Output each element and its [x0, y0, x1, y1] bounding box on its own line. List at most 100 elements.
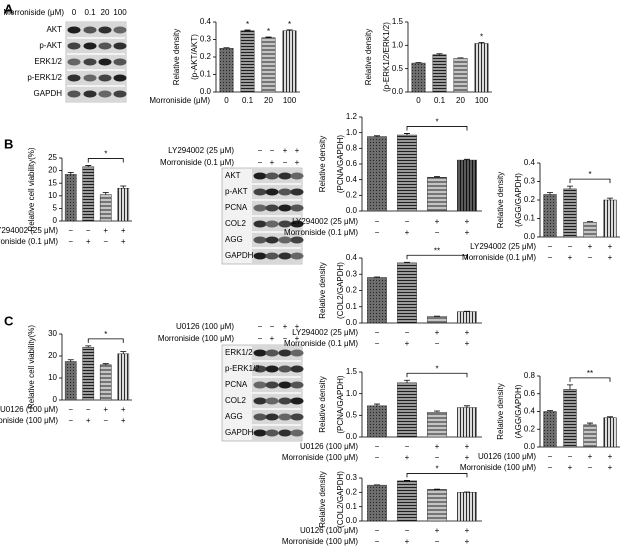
y-tick-label: 1.0	[392, 40, 404, 49]
condition-label: LY294002 (25 μM)	[292, 217, 358, 226]
blot-band	[67, 90, 81, 98]
bar	[543, 194, 557, 238]
blot-lane-label: −	[283, 158, 288, 167]
significance-bracket	[87, 158, 124, 163]
y-axis-label: (p-ERK1/2/ERK1/2)	[382, 22, 391, 92]
blot-lane-label: −	[258, 146, 263, 155]
blot-band	[98, 90, 112, 98]
significance-label: *	[267, 27, 270, 36]
error-bar	[374, 403, 380, 406]
y-tick-label: 0.4	[200, 17, 212, 26]
bar	[457, 159, 477, 212]
blot-band	[290, 204, 304, 212]
blot-lane-label: −	[258, 322, 263, 331]
y-tick-label: 0.6	[524, 389, 536, 398]
significance-label: *	[246, 20, 249, 29]
blot-band	[290, 349, 304, 357]
blot-band	[67, 58, 81, 66]
significance-label: *	[588, 170, 591, 179]
blot-treatment-label: U0126 (100 μM)	[176, 322, 234, 331]
blot-band	[278, 220, 292, 228]
condition-sign: −	[435, 453, 440, 462]
error-bar	[67, 171, 74, 175]
blot-band	[253, 252, 267, 260]
blot-band	[265, 349, 279, 357]
bar	[474, 43, 489, 93]
y-tick-label: 1.5	[346, 367, 358, 376]
error-bar	[374, 135, 380, 137]
panel-label: A	[4, 1, 14, 16]
condition-sign: +	[465, 339, 470, 348]
blot-band	[265, 413, 279, 421]
y-tick-label: 0.3	[524, 177, 536, 186]
condition-sign: +	[103, 226, 108, 235]
blot-band	[98, 74, 112, 82]
condition-sign: +	[405, 339, 410, 348]
condition-label: Morroniside (100 μM)	[0, 416, 58, 425]
significance-bracket	[87, 338, 124, 343]
condition-sign: +	[121, 237, 126, 246]
significance-label: *	[435, 118, 438, 127]
y-axis-label: (PCNA/GAPDH)	[336, 375, 345, 434]
bar	[219, 48, 234, 93]
blot-band	[278, 236, 292, 244]
bar	[603, 417, 617, 448]
error-bar	[67, 359, 74, 362]
y-axis-label: Relative density	[364, 29, 373, 85]
blot-band	[113, 42, 127, 50]
blot-treatment-label: Morroniside (0.1 μM)	[160, 158, 234, 167]
x-tick-label: 20	[456, 96, 465, 105]
blot-band	[253, 365, 267, 373]
error-bar	[478, 42, 485, 44]
significance-label: **	[434, 246, 440, 255]
condition-sign: +	[588, 242, 593, 251]
bar	[82, 166, 95, 222]
bar	[427, 316, 447, 324]
y-axis-label: (AGG/GAPDH)	[514, 173, 523, 227]
blot-band	[265, 220, 279, 228]
blot-row-label: GAPDH	[225, 428, 254, 437]
condition-sign: −	[405, 217, 410, 226]
blot-band	[83, 42, 97, 50]
bar	[453, 58, 468, 93]
x-tick-label: 0	[224, 96, 229, 105]
condition-sign: +	[568, 463, 573, 472]
significance-label: **	[587, 369, 593, 378]
error-bar	[102, 192, 109, 195]
condition-sign: −	[435, 537, 440, 546]
condition-sign: +	[465, 217, 470, 226]
blot-band	[290, 429, 304, 437]
bar	[563, 389, 577, 448]
significance-bracket	[406, 372, 468, 378]
blot-band	[253, 188, 267, 196]
condition-sign: −	[103, 416, 108, 425]
blot-band	[290, 252, 304, 260]
blot-lane-label: +	[270, 158, 275, 167]
y-axis-label: Relative density	[496, 383, 505, 439]
blot-band	[253, 349, 267, 357]
y-tick-label: 20	[48, 166, 57, 175]
y-tick-label: 25	[48, 153, 57, 162]
bar	[411, 62, 426, 93]
condition-sign: −	[375, 328, 380, 337]
blot-row-label: ERK1/2	[34, 57, 62, 66]
blot-frame	[221, 344, 303, 442]
condition-sign: −	[103, 237, 108, 246]
blot-band	[265, 188, 279, 196]
y-tick-label: 0.1	[346, 302, 358, 311]
condition-sign: +	[435, 328, 440, 337]
bar	[367, 484, 387, 522]
error-bar	[587, 422, 593, 425]
blot-band	[113, 74, 127, 82]
condition-sign: +	[588, 452, 593, 461]
x-tick-label: 100	[283, 96, 297, 105]
y-axis-label: (COL2/GAPDH)	[336, 471, 345, 528]
y-axis-label: Relative density	[318, 471, 327, 527]
y-tick-label: 10	[48, 191, 57, 200]
blot-lane-label: −	[270, 322, 275, 331]
blot-band	[278, 397, 292, 405]
blot-treatment-label: LY294002 (25 μM)	[168, 146, 234, 155]
error-bar	[120, 185, 127, 189]
blot-lane-label: −	[258, 334, 263, 343]
x-axis-label: Morroniside (μM)	[149, 96, 210, 105]
